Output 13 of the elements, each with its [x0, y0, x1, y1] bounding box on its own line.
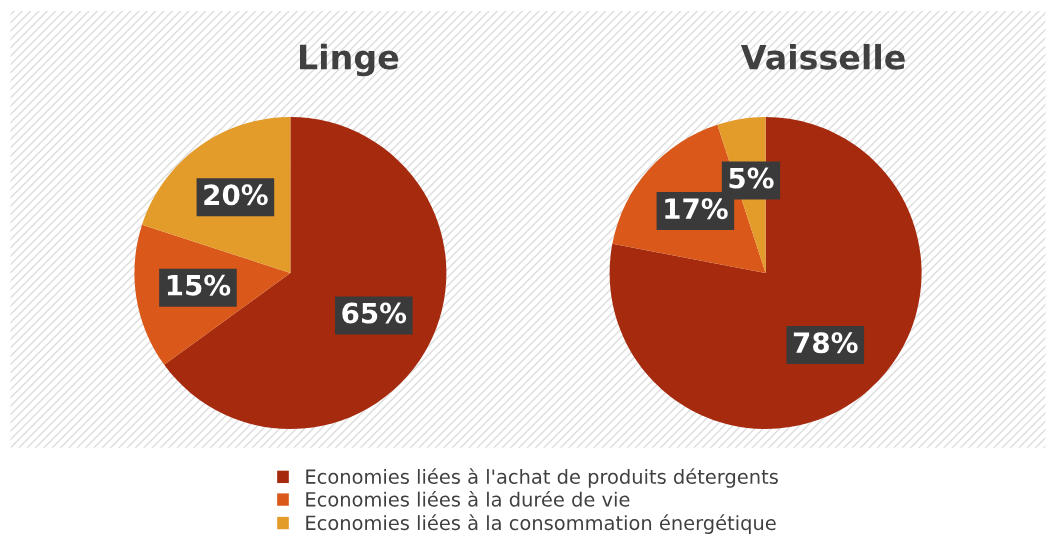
legend-label: Economies liées à la consommation énergétique — [306, 514, 776, 534]
chart-title: Vaisselle — [740, 43, 905, 70]
pie-slice — [609, 117, 922, 429]
data-label: 20% — [204, 184, 268, 206]
data-label: 78% — [793, 332, 858, 354]
data-label: 17% — [665, 198, 728, 220]
data-label: 65% — [342, 302, 407, 324]
legend-label: Economies liées à l'achat de produits détergents — [306, 468, 778, 488]
data-label: 5% — [729, 167, 774, 189]
chart-title: Linge — [299, 43, 399, 77]
data-label: 15% — [167, 274, 231, 296]
legend-label: Economies liées à la durée de vie — [306, 490, 630, 507]
pie-slice — [164, 117, 447, 429]
